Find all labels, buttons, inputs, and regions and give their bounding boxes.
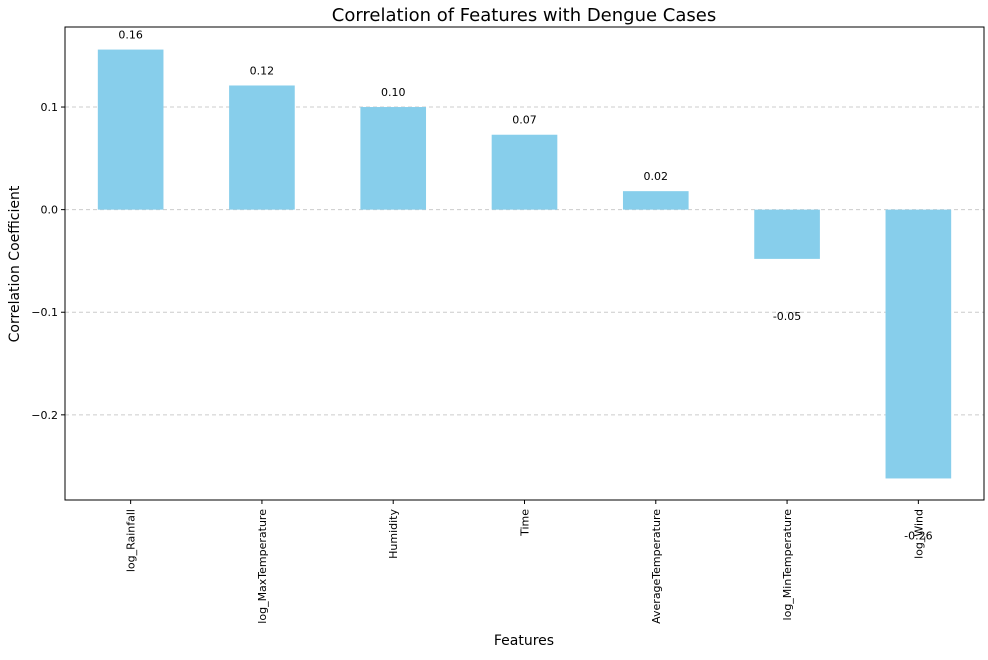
y-tick-label: 0.1 [41,101,59,114]
y-axis-label: Correlation Coefficient [7,185,23,342]
value-labels: 0.16 0.12 0.10 0.07 0.02 -0.05 -0.26 [118,29,932,543]
x-tick-label: log_MinTemperature [781,509,794,621]
gridlines [65,106,984,416]
x-tick-label: log_Rainfall [125,509,138,572]
bar-log_Rainfall [97,49,164,210]
value-label-AverageTemperature: 0.02 [644,170,669,183]
bar-Time [491,134,558,210]
x-tick-label: AverageTemperature [650,509,663,624]
value-label-log_MinTemperature: -0.05 [773,310,801,323]
y-tick-label: 0.0 [41,204,59,217]
bar-log_MaxTemperature [229,85,295,210]
x-tick-label: Time [519,509,532,537]
y-tick-label: −0.1 [31,306,58,319]
value-label-log_MaxTemperature: 0.12 [250,64,275,77]
bar-log_MinTemperature [754,209,820,259]
y-tick-label: −0.2 [31,409,58,422]
bar-AverageTemperature [622,191,689,210]
value-label-log_Rainfall: 0.16 [118,29,143,42]
value-label-Humidity: 0.10 [381,86,406,99]
y-axis: −0.2 −0.1 0.0 0.1 [31,101,65,422]
value-label-log_Wind: -0.26 [904,529,932,542]
x-tick-label: log_Wind [912,509,925,559]
x-axis-label: Features [494,633,554,649]
x-axis: log_Rainfall log_MaxTemperature Humidity Ti… [125,500,925,624]
bar-log_Wind [885,209,952,479]
chart-title: Correlation of Features with Dengue Case… [332,5,716,26]
x-tick-label: Humidity [387,509,400,559]
bar-Humidity [360,107,427,210]
value-label-Time: 0.07 [512,114,537,127]
bars [97,49,952,479]
x-tick-label: log_MaxTemperature [256,509,269,624]
plot-frame [64,26,985,501]
